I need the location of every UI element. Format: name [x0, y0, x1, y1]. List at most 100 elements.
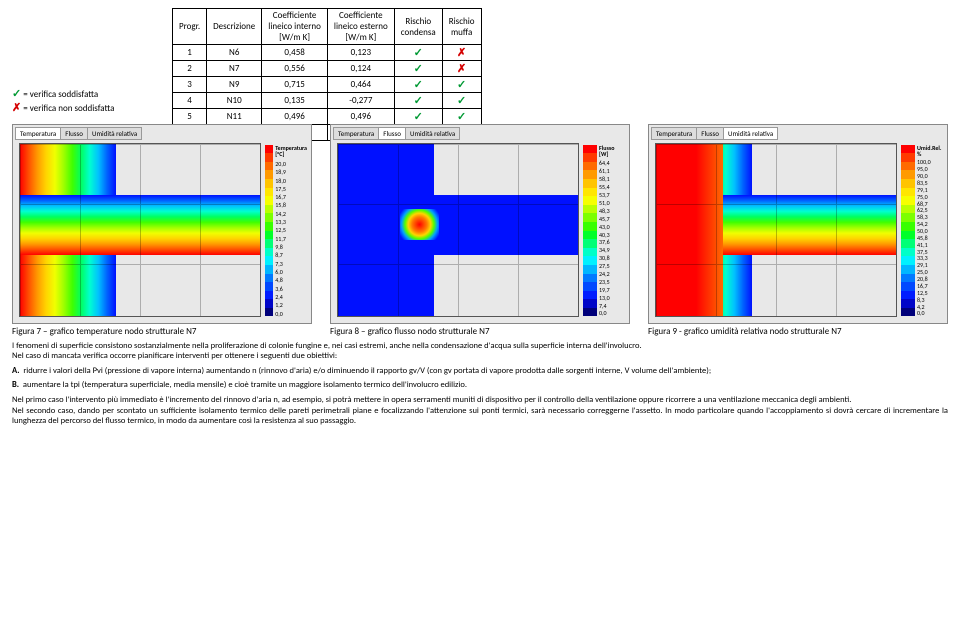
legend-no-text: = verifica non soddisfatta: [21, 103, 114, 114]
colorbar-tick: 30,8: [599, 255, 614, 261]
cell-ce: 0,124: [327, 61, 394, 77]
cell-rc: ✓: [394, 109, 442, 125]
tab-temperatura[interactable]: Temperatura: [333, 127, 379, 140]
colorbar-title: Umid.Rel. %: [917, 145, 941, 157]
plot-temperature: TemperaturaFlussoUmidità relativaTempera…: [12, 124, 312, 337]
cell-rc: ✓: [394, 77, 442, 93]
colorbar-tick: 37,6: [599, 239, 614, 245]
th-ci: Coefficiente lineico interno [W/m K]: [262, 9, 328, 45]
colorbar-tick: 58,1: [599, 176, 614, 182]
table-row: 5N110,4960,496✓✓: [173, 109, 482, 125]
colorbar-title: Flusso [W]: [599, 145, 614, 157]
colorbar-tick: 12,5: [275, 227, 307, 233]
colorbar-tick: 18,0: [275, 178, 307, 184]
th-rm: Rischio muffa: [442, 9, 481, 45]
colorbar-tick: 0,0: [275, 311, 307, 317]
tab-temperatura[interactable]: Temperatura: [15, 127, 61, 140]
plot-caption: Figura 9 - grafico umidità relativa nodo…: [648, 326, 948, 337]
cell-n: 3: [173, 77, 207, 93]
plot-canvas: [337, 143, 579, 317]
colorbar-tick: 7,4: [599, 303, 614, 309]
cell-n: 1: [173, 45, 207, 61]
table-row: 2N70,5560,124✓✗: [173, 61, 482, 77]
cell-d: N11: [207, 109, 262, 125]
para-1: I fenomeni di superficie consistono sost…: [12, 341, 642, 351]
cell-ci: 0,496: [262, 109, 328, 125]
tab-umidità-relativa[interactable]: Umidità relativa: [405, 127, 460, 140]
cell-ci: 0,135: [262, 93, 328, 109]
cell-d: N10: [207, 93, 262, 109]
colorbar-tick: 40,3: [599, 232, 614, 238]
colorbar-tick: 6,0: [275, 269, 307, 275]
body-text: I fenomeni di superficie consistono sost…: [12, 341, 948, 427]
colorbar: Flusso [W]64,461,158,155,453,751,048,345…: [583, 145, 625, 317]
cell-rm: ✓: [442, 93, 481, 109]
colorbar-tick: 18,9: [275, 169, 307, 175]
plot-box: TemperaturaFlussoUmidità relativa Umid.Re…: [648, 124, 948, 324]
colorbar-tick: 11,7: [275, 236, 307, 242]
colorbar: Umid.Rel. %100,095,090,083,579,175,068,7…: [901, 145, 943, 317]
colorbar-tick: 34,9: [599, 247, 614, 253]
item-b: aumentare la tpi (temperatura superficia…: [23, 380, 467, 390]
cell-d: N9: [207, 77, 262, 93]
colorbar-tick: 27,5: [599, 263, 614, 269]
colorbar-tick: 55,4: [599, 184, 614, 190]
para-3: Nel primo caso l'intervento più immediat…: [12, 395, 851, 405]
colorbar-tick: 45,8: [917, 235, 941, 241]
cell-ci: 0,715: [262, 77, 328, 93]
cell-rm: ✓: [442, 109, 481, 125]
colorbar-tick: 45,7: [599, 216, 614, 222]
colorbar-tick: 15,8: [275, 202, 307, 208]
plot-tabs: TemperaturaFlussoUmidità relativa: [15, 127, 141, 140]
colorbar-tick: 13,0: [599, 295, 614, 301]
cell-n: 4: [173, 93, 207, 109]
plot-caption: Figura 7 – grafico temperature nodo stru…: [12, 326, 312, 337]
cross-icon: ✗: [12, 101, 21, 114]
th-ce: Coefficiente lineico esterno [W/m K]: [327, 9, 394, 45]
table-row: 4N100,135-0,277✓✓: [173, 93, 482, 109]
plot-box: TemperaturaFlussoUmidità relativa Flusso …: [330, 124, 630, 324]
colorbar-tick: 53,7: [599, 192, 614, 198]
tab-flusso[interactable]: Flusso: [378, 127, 406, 140]
plot-tabs: TemperaturaFlussoUmidità relativa: [651, 127, 777, 140]
table-header-row: Progr. Descrizione Coefficiente lineico …: [173, 9, 482, 45]
tab-temperatura[interactable]: Temperatura: [651, 127, 697, 140]
table-row: 3N90,7150,464✓✓: [173, 77, 482, 93]
cell-n: 2: [173, 61, 207, 77]
cell-rc: ✓: [394, 45, 442, 61]
cell-d: N6: [207, 45, 262, 61]
cell-rc: ✓: [394, 61, 442, 77]
tab-umidità-relativa[interactable]: Umidità relativa: [723, 127, 778, 140]
colorbar-title: Temperatura [°C]: [275, 145, 307, 157]
tab-umidità-relativa[interactable]: Umidità relativa: [87, 127, 142, 140]
coefficients-table: Progr. Descrizione Coefficiente lineico …: [172, 8, 482, 141]
plot-box: TemperaturaFlussoUmidità relativaTempera…: [12, 124, 312, 324]
colorbar-tick: 51,0: [599, 200, 614, 206]
cell-ci: 0,556: [262, 61, 328, 77]
colorbar-tick: 43,0: [599, 224, 614, 230]
tab-flusso[interactable]: Flusso: [696, 127, 724, 140]
colorbar-tick: 19,7: [599, 287, 614, 293]
colorbar-tick: 23,5: [599, 279, 614, 285]
cell-n: 5: [173, 109, 207, 125]
colorbar-tick: 79,1: [917, 187, 941, 193]
item-b-label: B.: [12, 380, 19, 390]
tab-flusso[interactable]: Flusso: [60, 127, 88, 140]
cell-rm: ✓: [442, 77, 481, 93]
colorbar-tick: 64,4: [599, 160, 614, 166]
colorbar-tick: 13,3: [275, 219, 307, 225]
cell-ci: 0,458: [262, 45, 328, 61]
table-row: 1N60,4580,123✓✗: [173, 45, 482, 61]
plot-humidity: TemperaturaFlussoUmidità relativa Umid.Re…: [648, 124, 948, 337]
cell-ce: 0,464: [327, 77, 394, 93]
colorbar-tick: 3,6: [275, 286, 307, 292]
plot-flux: TemperaturaFlussoUmidità relativa Flusso …: [330, 124, 630, 337]
legend-ok-text: = verifica soddisfatta: [21, 89, 98, 100]
para-2: Nel caso di mancata verifica occorre pia…: [12, 351, 337, 361]
colorbar-tick: 9,8: [275, 244, 307, 250]
check-icon: ✓: [12, 87, 21, 100]
colorbar-tick: 7,3: [275, 261, 307, 267]
top-row: Progr. Descrizione Coefficiente lineico …: [12, 8, 948, 141]
plot-tabs: TemperaturaFlussoUmidità relativa: [333, 127, 459, 140]
colorbar-tick: 20,0: [275, 161, 307, 167]
